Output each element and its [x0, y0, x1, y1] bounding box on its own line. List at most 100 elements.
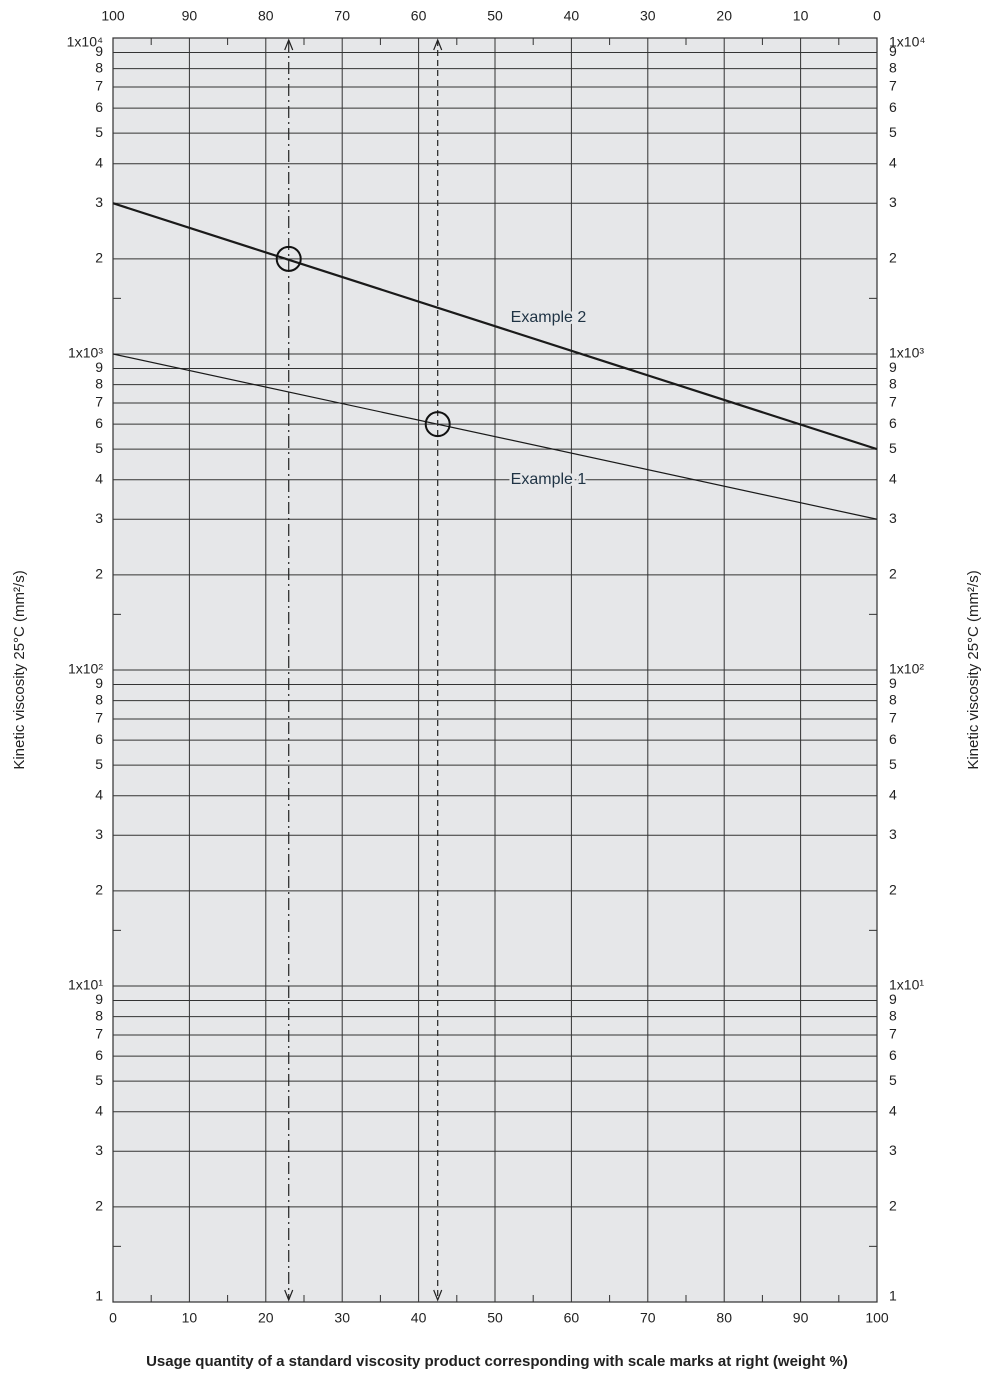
x2-tick-label: 50: [487, 8, 503, 24]
y-tick-label: 9: [95, 43, 103, 59]
y-tick-label-right: 7: [889, 1026, 897, 1042]
y-tick-label-right: 8: [889, 59, 897, 75]
y-tick-label-right: 5: [889, 440, 897, 456]
y-tick-label: 3: [95, 826, 103, 842]
marker: [275, 245, 302, 272]
x2-tick-label: 80: [258, 8, 274, 24]
y-tick-label: 2: [95, 1198, 103, 1214]
x-tick-label: 20: [258, 1310, 274, 1326]
y-tick-label: 4: [95, 1102, 103, 1118]
y-tick-label: 1x10⁴: [67, 34, 103, 50]
y-tick-label: 7: [95, 710, 103, 726]
y-tick-label: 1x10¹: [68, 977, 103, 993]
y-tick-label: 8: [95, 375, 103, 391]
x2-tick-label: 60: [411, 8, 427, 24]
series-line: [112, 202, 878, 451]
y-tick-label-right: 2: [889, 882, 897, 898]
series-label: Example 2: [511, 309, 587, 326]
y-tick-label-right: 5: [889, 1072, 897, 1088]
y-tick-label: 1: [95, 1288, 103, 1304]
x-tick-label: 40: [411, 1310, 427, 1326]
y-tick-label-right: 4: [889, 470, 897, 486]
y-tick-label: 5: [95, 440, 103, 456]
y-tick-label: 1x10²: [68, 661, 103, 677]
y-tick-label-right: 8: [889, 375, 897, 391]
y-tick-label-right: 5: [889, 124, 897, 140]
y-tick-label-right: 6: [889, 1047, 897, 1063]
x2-tick-label: 0: [873, 8, 881, 24]
y-tick-label-right: 3: [889, 1142, 897, 1158]
y-tick-label: 9: [95, 675, 103, 691]
y-tick-label-right: 3: [889, 194, 897, 210]
y-tick-label: 9: [95, 991, 103, 1007]
y-tick-label-right: 3: [889, 826, 897, 842]
arrow-head: [284, 1289, 294, 1302]
y-tick-label: 6: [95, 415, 103, 431]
series-label: Example 1: [511, 471, 587, 488]
series-line: [112, 353, 878, 520]
y-tick-label-right: 4: [889, 1102, 897, 1118]
x-tick-label: 10: [182, 1310, 198, 1326]
y-tick-label: 5: [95, 124, 103, 140]
x2-tick-label: 30: [640, 8, 656, 24]
y-tick-label-right: 6: [889, 99, 897, 115]
y-tick-label-right: 1x10³: [889, 345, 924, 361]
y-tick-label: 4: [95, 786, 103, 802]
y-tick-label-right: 3: [889, 510, 897, 526]
y-tick-label: 6: [95, 731, 103, 747]
y-tick-label-right: 1x10⁴: [889, 34, 925, 50]
y-axis-title: Kinetic viscosity 25°C (mm²/s): [11, 570, 28, 769]
y-tick-label-right: 9: [889, 43, 897, 59]
x-tick-label: 80: [716, 1310, 732, 1326]
x-tick-label: 90: [793, 1310, 809, 1326]
y-tick-label: 4: [95, 470, 103, 486]
y-tick-label-right: 2: [889, 566, 897, 582]
y-tick-label-right: 7: [889, 710, 897, 726]
y-tick-label: 8: [95, 1007, 103, 1023]
y-tick-label-right: 5: [889, 756, 897, 772]
y-tick-label-right: 6: [889, 415, 897, 431]
y-tick-label-right: 4: [889, 786, 897, 802]
y-tick-label: 7: [95, 394, 103, 410]
y-tick-label: 6: [95, 1047, 103, 1063]
y-tick-label: 3: [95, 194, 103, 210]
y-tick-label: 7: [95, 78, 103, 94]
arrow-head: [433, 38, 443, 51]
x2-tick-label: 100: [101, 8, 125, 24]
x-tick-label: 30: [334, 1310, 350, 1326]
y-tick-label-right: 8: [889, 1007, 897, 1023]
y-tick-label-right: 1x10²: [889, 661, 924, 677]
y-tick-label: 6: [95, 99, 103, 115]
y-tick-label-right: 4: [889, 154, 897, 170]
x2-tick-label: 70: [334, 8, 350, 24]
x-tick-label: 100: [865, 1310, 889, 1326]
y-tick-label-right: 7: [889, 78, 897, 94]
y-tick-label-right: 9: [889, 991, 897, 1007]
y-tick-label-right: 9: [889, 675, 897, 691]
marker: [424, 411, 451, 438]
y-tick-label-right: 8: [889, 691, 897, 707]
y-tick-label-right: 2: [889, 250, 897, 266]
y-tick-label: 4: [95, 154, 103, 170]
x2-tick-label: 40: [564, 8, 580, 24]
y-tick-label: 9: [95, 359, 103, 375]
y-tick-label: 3: [95, 510, 103, 526]
y-tick-label: 2: [95, 250, 103, 266]
y-tick-label-right: 2: [889, 1198, 897, 1214]
y-tick-label: 2: [95, 566, 103, 582]
y-tick-label: 8: [95, 691, 103, 707]
y-tick-label: 3: [95, 1142, 103, 1158]
y-tick-label-right: 7: [889, 394, 897, 410]
x2-tick-label: 90: [182, 8, 198, 24]
x-tick-label: 50: [487, 1310, 503, 1326]
y-tick-label-right: 9: [889, 359, 897, 375]
x-tick-label: 70: [640, 1310, 656, 1326]
y-tick-label: 7: [95, 1026, 103, 1042]
arrow-head: [284, 38, 294, 51]
y-tick-label-right: 6: [889, 731, 897, 747]
x2-tick-label: 20: [716, 8, 732, 24]
y-tick-label: 1x10³: [68, 345, 103, 361]
x-tick-label: 60: [564, 1310, 580, 1326]
arrow-head: [433, 1289, 443, 1302]
